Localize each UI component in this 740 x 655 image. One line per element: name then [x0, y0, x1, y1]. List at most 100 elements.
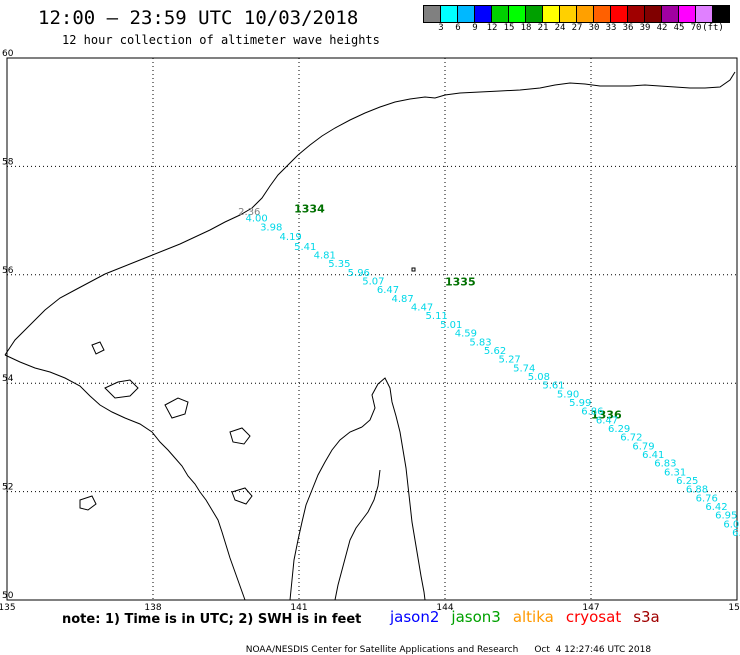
color-scale-label: 15: [503, 23, 515, 33]
wave-height-value: 4.47: [411, 303, 433, 314]
wave-height-value: 4.00: [245, 214, 267, 225]
wave-height-value: 5.99: [569, 398, 591, 409]
color-swatch: [679, 6, 696, 22]
wave-height-value: 5.41: [294, 242, 316, 253]
color-swatch: [645, 6, 662, 22]
wave-height-value: 4.81: [314, 251, 336, 262]
island-2: [164, 397, 189, 419]
lon-tick-label: 141: [290, 603, 307, 613]
color-swatch: [509, 6, 526, 22]
wave-height-value: 5.83: [469, 337, 491, 348]
satellite-legend-jason2: jason2: [390, 608, 440, 626]
color-scale-label: 18: [520, 23, 532, 33]
color-scale-label: 36: [622, 23, 634, 33]
color-swatch: [594, 6, 611, 22]
coastline-bay: [334, 469, 381, 601]
wave-height-value: 6.02: [723, 519, 740, 530]
wave-height-value: 3.98: [260, 222, 282, 233]
island-4: [231, 487, 253, 505]
lon-tick-label: 147: [582, 603, 599, 613]
wave-height-value: 5.08: [528, 372, 550, 383]
pass-number-labels: 1334 1335 1336: [294, 202, 622, 421]
wave-height-value: 6.09: [732, 528, 740, 539]
island-1: [104, 379, 139, 399]
color-scale-label: 12: [486, 23, 498, 33]
satellite-legend-altika: altika: [512, 608, 554, 626]
map-frame: [6, 57, 738, 601]
wave-height-value: 6.29: [608, 424, 630, 435]
color-swatch: [424, 6, 441, 22]
wave-height-value: 6.76: [696, 493, 718, 504]
wave-height-value: 5.27: [499, 355, 521, 366]
color-scale-label: 33: [605, 23, 617, 33]
color-scale-label: 24: [554, 23, 566, 33]
color-swatch: [611, 6, 628, 22]
chart-title: 12:00 – 23:59 UTC 10/03/2018: [38, 7, 359, 29]
coastline-west: [4, 354, 246, 601]
color-swatch: [628, 6, 645, 22]
wave-height-value: 6.95: [715, 511, 737, 522]
coastline: [4, 71, 736, 601]
island-5: [79, 495, 97, 511]
wave-height-value: 5.11: [426, 311, 448, 322]
lat-lon-grid: [6, 57, 738, 601]
wave-height-value: 6.83: [654, 459, 676, 470]
wave-height-value: 6.47: [377, 285, 399, 296]
color-swatch: [577, 6, 594, 22]
color-swatch: [662, 6, 679, 22]
color-scale-label: 45: [673, 23, 685, 33]
wave-height-value: 5.90: [557, 389, 579, 400]
color-scale-label: 70: [690, 23, 702, 33]
color-scale-bar: [423, 5, 730, 23]
wave-height-value: 5.96: [348, 268, 370, 279]
footnote: note: 1) Time is in UTC; 2) SWH is in fe…: [62, 612, 362, 627]
lon-tick-label: 150: [728, 603, 740, 613]
coastline-sakhalin-east: [361, 377, 426, 601]
wave-height-value: 6.79: [632, 441, 654, 452]
wave-height-value: 6.42: [705, 502, 727, 513]
color-scale-label: 3: [438, 23, 444, 33]
color-swatch: [492, 6, 509, 22]
color-swatch: [560, 6, 577, 22]
wave-height-labels: 2.364.003.984.195.414.815.355.965.076.47…: [238, 207, 740, 539]
satellite-legend-jason3: jason3: [451, 608, 501, 626]
satellite-legend-s3a: s3a: [633, 608, 660, 626]
island-7: [411, 267, 416, 272]
wave-height-value: 5.74: [513, 363, 535, 374]
lon-tick-label: 135: [0, 603, 16, 613]
color-scale-label: 39: [639, 23, 651, 33]
wave-height-value: 4.87: [391, 294, 413, 305]
wave-height-value: 5.01: [440, 320, 462, 331]
color-scale-label: 27: [571, 23, 583, 33]
wave-height-value: 5.07: [362, 277, 384, 288]
coastline-sakhalin-west: [289, 426, 363, 601]
color-scale-label: 21: [537, 23, 549, 33]
wave-height-value: 6.72: [620, 433, 642, 444]
color-swatch: [475, 6, 492, 22]
color-scale-label: 6: [455, 23, 461, 33]
wave-height-value: 6.47: [596, 415, 618, 426]
color-scale-labels: 3 6 9 12 15 18 21 24 27 30 33 36 39 42 45 70 (ft): [423, 23, 740, 35]
credit-line: NOAA/NESDIS Center for Satellite Applica…: [240, 635, 667, 655]
color-scale-label: 9: [472, 23, 478, 33]
wave-height-value: 6.25: [676, 476, 698, 487]
color-swatch: [713, 6, 729, 22]
satellite-legend: jason2 jason3 altika cryosat s3a: [390, 608, 672, 626]
pass-label: 1334: [294, 202, 325, 215]
lat-tick-label: 58: [2, 157, 14, 167]
color-scale-label: 42: [656, 23, 668, 33]
wave-height-value: 5.62: [484, 346, 506, 357]
chart-subtitle: 12 hour collection of altimeter wave hei…: [62, 33, 380, 47]
lat-tick-label: 60: [2, 49, 14, 59]
axis-tick-labels: 135 138 141 144 147 150 50 52 54 56 58 60: [0, 49, 740, 613]
satellite-legend-cryosat: cryosat: [565, 608, 622, 626]
wave-height-value: 6.86: [581, 407, 603, 418]
lon-tick-label: 138: [144, 603, 161, 613]
coastline-north: [4, 71, 736, 356]
wave-height-value: 5.35: [328, 259, 350, 270]
color-swatch: [526, 6, 543, 22]
wave-height-value: 4.19: [280, 232, 302, 243]
lon-tick-label: 144: [436, 603, 453, 613]
lat-tick-label: 50: [2, 591, 14, 601]
